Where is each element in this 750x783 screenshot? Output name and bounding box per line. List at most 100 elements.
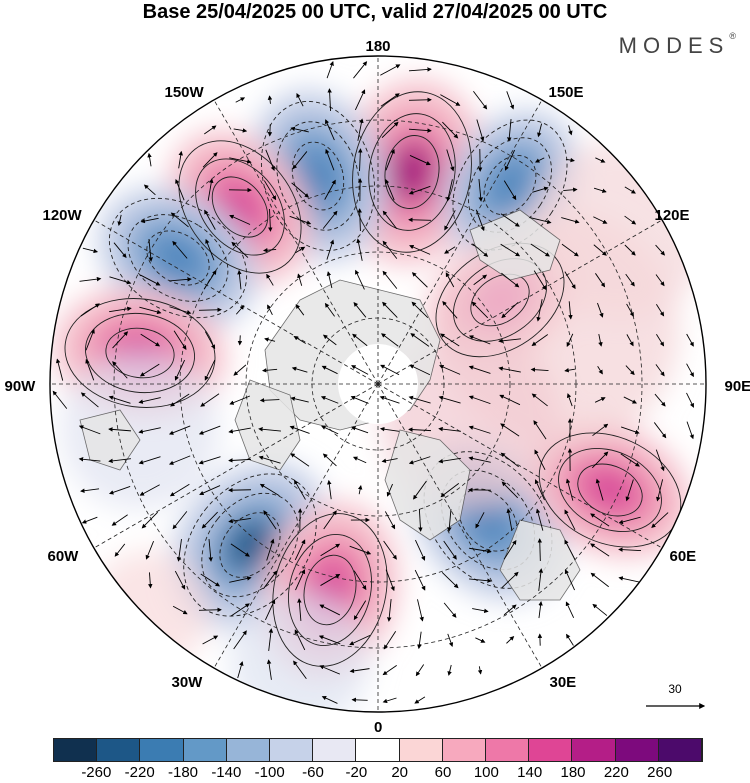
wind-arrow	[408, 185, 431, 195]
wind-arrow	[169, 483, 190, 497]
wind-arrow	[231, 241, 249, 258]
wind-arrow	[534, 479, 545, 501]
wind-arrow	[293, 336, 306, 344]
colorbar-segment	[313, 739, 357, 761]
colorbar-segment	[226, 739, 271, 761]
wind-arrow	[379, 395, 400, 404]
wind-arrow	[297, 273, 303, 286]
wind-arrow	[538, 601, 543, 619]
wind-arrow	[477, 666, 483, 675]
wind-arrow	[438, 457, 461, 464]
wind-arrow	[408, 395, 431, 404]
wind-arrow	[80, 488, 100, 493]
wind-arrow	[565, 478, 574, 501]
wind-arrow	[320, 543, 341, 557]
modes-logo: MODES®	[618, 31, 736, 58]
wind-arrow	[379, 426, 400, 432]
positive-anomaly	[528, 422, 692, 558]
wind-arrow	[174, 359, 186, 381]
latitude-circle	[245, 251, 511, 517]
wind-arrow	[295, 246, 306, 254]
wind-arrow	[686, 363, 694, 378]
wind-arrow	[382, 270, 398, 289]
wind-arrow	[290, 396, 309, 403]
wind-arrow	[145, 540, 155, 560]
wind-arrow	[620, 453, 640, 467]
wind-arrow	[324, 179, 336, 200]
wind-arrow	[534, 449, 546, 470]
wind-arrow	[265, 149, 275, 172]
wind-arrow	[198, 425, 221, 435]
wind-arrow	[473, 274, 488, 286]
lon-label-120w: 120W	[42, 206, 82, 224]
wind-arrow	[656, 479, 664, 502]
wind-arrow	[268, 628, 274, 651]
wind-arrow	[500, 423, 520, 437]
wind-arrow	[504, 149, 516, 171]
contour-lines	[64, 298, 216, 408]
wind-arrow	[537, 123, 543, 138]
wind-arrow	[593, 187, 607, 193]
wind-arrow	[475, 637, 486, 643]
wind-arrow	[205, 238, 215, 261]
wind-arrow	[473, 90, 488, 110]
wind-arrow	[413, 480, 427, 500]
wind-arrow	[595, 273, 606, 288]
landmass	[384, 429, 471, 541]
contour-lines	[260, 100, 376, 252]
wind-arrow	[324, 119, 335, 141]
wind-arrow	[140, 333, 161, 347]
wind-arrow	[598, 333, 603, 347]
wind-arrow	[442, 121, 459, 139]
colorbar-segment	[356, 739, 400, 761]
wind-arrow	[590, 572, 609, 588]
wind-arrow	[204, 125, 217, 135]
wind-arrow	[566, 393, 573, 407]
wind-arrow	[415, 539, 426, 561]
wind-arrow	[564, 509, 576, 530]
wind-arrow	[199, 485, 221, 496]
wind-arrow	[357, 118, 364, 141]
landmass	[79, 409, 141, 471]
colorbar-segment	[183, 739, 227, 761]
wind-arrow	[565, 601, 575, 619]
wind-arrow	[141, 511, 159, 529]
wind-arrow	[620, 426, 640, 435]
lon-label-0: 0	[374, 718, 383, 736]
wind-arrow	[381, 121, 399, 138]
wind-arrow	[198, 456, 221, 465]
wind-arrow	[263, 570, 278, 590]
wind-arrow	[204, 209, 216, 230]
wind-arrow	[237, 335, 243, 346]
wind-arrow	[290, 126, 309, 133]
wind-arrow	[113, 242, 127, 259]
wind-arrow	[447, 664, 452, 676]
wind-arrow	[323, 510, 337, 530]
colorbar-tick-label: -180	[167, 764, 199, 781]
latitude-circle	[113, 119, 643, 649]
wind-arrow	[655, 449, 665, 472]
wind-arrow	[52, 390, 68, 409]
contour-lines	[183, 473, 317, 617]
wind-arrow	[503, 539, 517, 560]
wind-arrow	[625, 273, 635, 287]
wind-arrow	[593, 244, 607, 256]
wind-arrow	[597, 302, 604, 318]
wind-arrow	[351, 426, 369, 434]
wind-arrow	[229, 214, 251, 225]
wind-arrow	[322, 334, 337, 346]
wind-arrow	[506, 636, 515, 644]
wind-arrow	[529, 216, 552, 224]
wind-arrow	[233, 364, 247, 376]
wind-arrow	[55, 358, 64, 381]
wind-arrow	[140, 217, 159, 224]
wind-arrow	[530, 243, 550, 257]
lon-label-60w: 60W	[47, 547, 79, 565]
wind-arrow	[172, 511, 188, 530]
wind-arrow	[534, 157, 545, 163]
colorbar-segment	[529, 739, 573, 761]
wind-arrow	[355, 269, 365, 290]
wind-arrow	[268, 208, 273, 232]
wind-arrow	[295, 304, 305, 316]
wind-arrow	[533, 420, 547, 440]
